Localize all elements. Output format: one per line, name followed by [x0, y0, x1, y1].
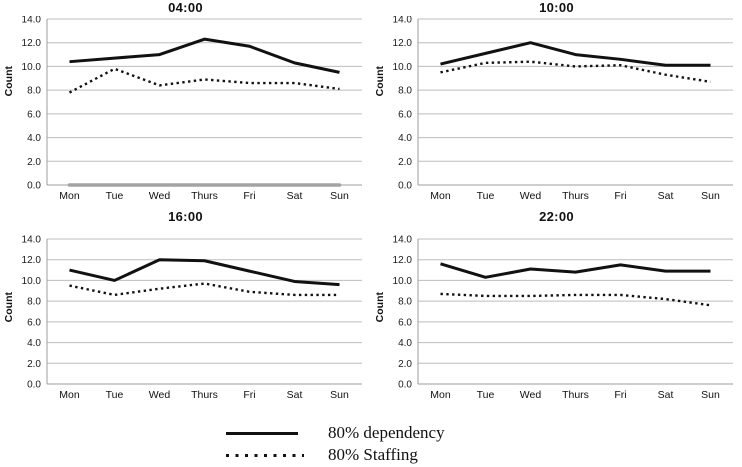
svg-text:Tue: Tue	[106, 190, 124, 202]
svg-text:0.0: 0.0	[27, 380, 41, 391]
svg-text:6.0: 6.0	[398, 317, 412, 328]
chart-panel-1000: 10:00 Count 0.0 2.0 4.0 6.0 8.0 10.0 12.0 14.0 M…	[371, 0, 742, 202]
svg-text:8.0: 8.0	[398, 297, 412, 308]
svg-text:4.0: 4.0	[27, 338, 41, 349]
series-line	[440, 60, 711, 84]
svg-text:Tue: Tue	[106, 389, 124, 401]
svg-text:4.0: 4.0	[398, 133, 412, 144]
svg-text:Wed: Wed	[149, 389, 171, 401]
svg-text:Mon: Mon	[59, 190, 80, 202]
plot-area: 0.0 2.0 4.0 6.0 8.0 10.0 12.0 14.0 Mon Tue Wed Thur…	[22, 235, 362, 401]
svg-text:2.0: 2.0	[27, 157, 41, 168]
svg-text:Mon: Mon	[430, 389, 451, 401]
svg-text:12.0: 12.0	[393, 38, 413, 49]
svg-text:6.0: 6.0	[27, 109, 41, 120]
series-line	[69, 37, 340, 74]
svg-text:12.0: 12.0	[393, 255, 413, 266]
dotted-line-swatch	[226, 453, 304, 457]
series-line	[440, 292, 711, 307]
legend-label: 80% dependency	[328, 423, 445, 442]
solid-line-swatch	[226, 431, 298, 435]
svg-text:8.0: 8.0	[27, 86, 41, 97]
chart-title: 16:00	[168, 209, 203, 224]
legend-item-staffing: 80% Staffing	[226, 444, 445, 466]
series-line	[69, 258, 340, 287]
legend-item-dependency: 80% dependency	[226, 422, 445, 444]
svg-text:Fri: Fri	[243, 389, 255, 401]
chart-panel-2200: 22:00 Count 0.0 2.0 4.0 6.0 8.0 10.0 12.0 14.0 M…	[371, 202, 742, 405]
series-line	[68, 67, 340, 94]
y-axis-label: Count	[374, 292, 386, 323]
chart-title: 10:00	[539, 0, 574, 15]
svg-text:6.0: 6.0	[398, 109, 412, 120]
svg-text:2.0: 2.0	[398, 157, 412, 168]
svg-text:Thurs: Thurs	[191, 389, 218, 401]
legend-label: 80% Staffing	[328, 445, 418, 464]
svg-text:Sun: Sun	[701, 190, 720, 202]
chart-title: 04:00	[168, 0, 203, 15]
plot-area: 0.0 2.0 4.0 6.0 8.0 10.0 12.0 14.0 Mon Tue Wed Thur…	[393, 235, 733, 401]
svg-text:4.0: 4.0	[27, 133, 41, 144]
svg-text:0.0: 0.0	[27, 181, 41, 192]
svg-text:Sun: Sun	[330, 389, 349, 401]
svg-text:Fri: Fri	[614, 389, 626, 401]
svg-text:8.0: 8.0	[398, 86, 412, 97]
svg-text:Mon: Mon	[430, 190, 451, 202]
svg-text:4.0: 4.0	[398, 338, 412, 349]
svg-text:Sat: Sat	[658, 389, 674, 401]
series-line	[440, 41, 711, 67]
svg-text:10.0: 10.0	[393, 62, 413, 73]
svg-text:Thurs: Thurs	[191, 190, 218, 202]
svg-text:Thurs: Thurs	[562, 190, 589, 202]
plot-area: 0.0 2.0 4.0 6.0 8.0 10.0 12.0 14.0 Mon Tue Wed Thur…	[22, 16, 362, 202]
svg-text:Tue: Tue	[477, 190, 495, 202]
svg-text:14.0: 14.0	[393, 235, 413, 246]
svg-text:10.0: 10.0	[22, 62, 42, 73]
plot-area: 0.0 2.0 4.0 6.0 8.0 10.0 12.0 14.0 Mon Tue Wed Thur…	[393, 16, 733, 202]
svg-text:14.0: 14.0	[22, 235, 42, 246]
svg-text:Mon: Mon	[59, 389, 80, 401]
legend: 80% dependency 80% Staffing	[226, 422, 445, 466]
svg-text:10.0: 10.0	[22, 276, 42, 287]
svg-text:Wed: Wed	[520, 389, 542, 401]
svg-text:Wed: Wed	[520, 190, 542, 202]
svg-text:2.0: 2.0	[398, 359, 412, 370]
series-line	[69, 282, 340, 297]
svg-text:Sun: Sun	[330, 190, 349, 202]
svg-text:Fri: Fri	[243, 190, 255, 202]
y-axis-label: Count	[3, 292, 15, 323]
svg-text:10.0: 10.0	[393, 276, 413, 287]
y-axis-label: Count	[3, 66, 15, 97]
chart-panel-0400: 04:00 Count 0.0 2.0 4.0 6.0 8.0 10.0 12.0 14.0 M…	[0, 0, 371, 202]
svg-text:Sat: Sat	[287, 389, 303, 401]
svg-text:Tue: Tue	[477, 389, 495, 401]
svg-text:Thurs: Thurs	[562, 389, 589, 401]
svg-text:0.0: 0.0	[398, 181, 412, 192]
svg-text:Sat: Sat	[658, 190, 674, 202]
svg-text:14.0: 14.0	[393, 16, 413, 26]
svg-text:12.0: 12.0	[22, 38, 42, 49]
svg-text:6.0: 6.0	[27, 317, 41, 328]
chart-panel-1600: 16:00 Count 0.0 2.0 4.0 6.0 8.0 10.0 12.0 14.0 M…	[0, 202, 371, 405]
svg-text:Fri: Fri	[614, 190, 626, 202]
svg-text:Wed: Wed	[149, 190, 171, 202]
svg-text:12.0: 12.0	[22, 255, 42, 266]
svg-text:0.0: 0.0	[398, 380, 412, 391]
svg-text:Sun: Sun	[701, 389, 720, 401]
svg-text:2.0: 2.0	[27, 359, 41, 370]
svg-text:8.0: 8.0	[27, 297, 41, 308]
svg-text:14.0: 14.0	[22, 16, 42, 26]
chart-title: 22:00	[539, 209, 574, 224]
svg-text:Sat: Sat	[287, 190, 303, 202]
series-line	[440, 262, 711, 279]
y-axis-label: Count	[374, 66, 386, 97]
